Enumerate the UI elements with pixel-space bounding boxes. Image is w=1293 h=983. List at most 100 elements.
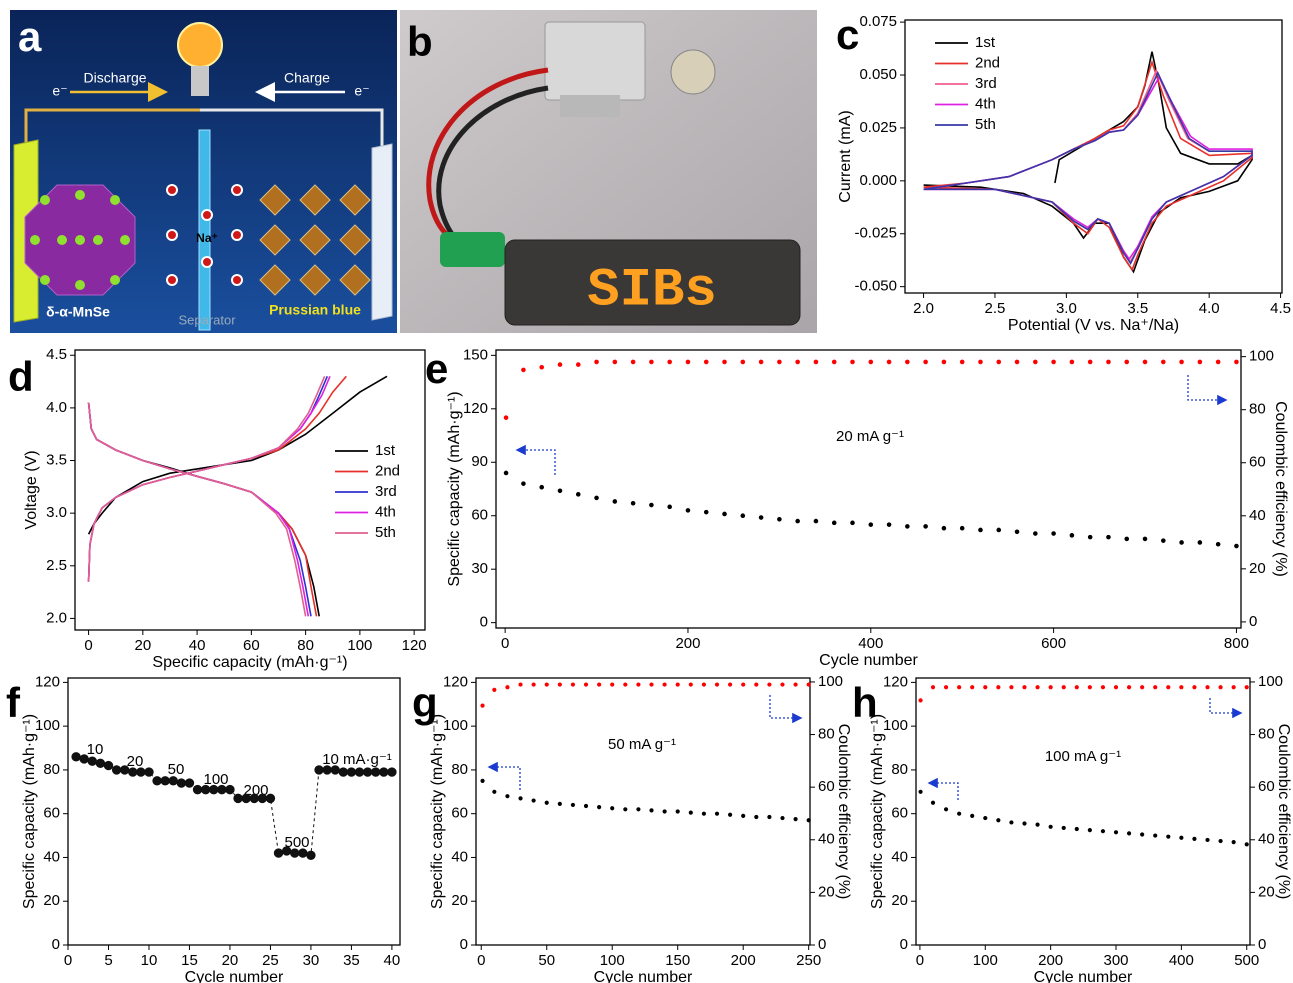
x-axis-label: Specific capacity (mAh·g⁻¹): [152, 654, 347, 671]
anode-label: δ-α-MnSe: [46, 304, 110, 320]
data-point: [957, 811, 962, 816]
data-point: [959, 359, 965, 365]
data-point: [330, 765, 340, 775]
series-line: [87, 375, 331, 617]
x-axis-label: Potential (V vs. Na⁺/Na): [1008, 317, 1179, 334]
x-tick-label: 10: [141, 952, 158, 969]
data-point: [754, 814, 759, 820]
data-point: [1161, 359, 1166, 365]
data-point: [722, 511, 727, 517]
y-tick-label: 4.5: [46, 346, 67, 363]
x-tick-label: 200: [1038, 952, 1063, 969]
series-line: [923, 59, 1253, 272]
data-point: [701, 682, 707, 687]
data-point: [119, 765, 130, 775]
data-point: [503, 415, 509, 420]
data-point: [714, 682, 720, 687]
y-tick-label: 60: [891, 805, 908, 822]
data-point: [79, 754, 89, 764]
y-tick-label: 60: [43, 805, 60, 822]
data-point: [612, 499, 618, 504]
electron-label: e⁻: [354, 83, 369, 99]
annotation: 10: [87, 741, 104, 758]
data-point: [575, 492, 581, 497]
y-tick-label: 0.050: [859, 66, 897, 83]
y2-axis-label: Coulombic efficiency (%): [1272, 401, 1289, 577]
data-point: [594, 495, 599, 501]
data-point: [597, 682, 602, 687]
data-point: [688, 810, 693, 815]
data-point: [1061, 825, 1066, 831]
data-point: [594, 359, 599, 365]
data-point: [1014, 529, 1020, 535]
discharge-label: Discharge: [83, 70, 146, 86]
data-point: [1106, 534, 1111, 540]
x-tick-label: 0: [84, 637, 92, 654]
wire: [24, 108, 200, 145]
y2-tick-label: 0: [1258, 936, 1266, 953]
atoms: [30, 190, 130, 290]
y-tick-label: 2.0: [46, 609, 67, 626]
data-point: [1014, 359, 1020, 365]
data-point: [1142, 536, 1148, 542]
panel-label: h: [852, 679, 878, 726]
data-point: [249, 793, 259, 804]
data-point: [831, 359, 837, 365]
data-point: [1048, 685, 1053, 690]
data-point: [1153, 833, 1158, 838]
data-point: [290, 848, 300, 858]
y-axis-label: Current (mA): [837, 110, 854, 202]
legend-label: 2nd: [975, 54, 1000, 71]
data-point: [930, 685, 936, 690]
y-tick-label: 120: [463, 400, 488, 417]
y-tick-label: 0.025: [859, 119, 897, 136]
x-tick-label: 300: [1103, 952, 1128, 969]
panel-label: g: [412, 679, 438, 726]
data-point: [722, 359, 727, 365]
y-tick-label: 0: [52, 936, 60, 953]
data-point: [623, 807, 628, 812]
y-tick-label: 3.0: [46, 504, 67, 521]
data-point: [597, 805, 602, 810]
data-point: [1234, 543, 1239, 549]
data-point: [793, 817, 798, 822]
data-point: [905, 524, 910, 529]
y2-tick-label: 60: [1249, 454, 1266, 471]
x-tick-label: 15: [181, 952, 198, 969]
y2-tick-label: 20: [1249, 560, 1266, 577]
y-axis-label: Specific capacity (mAh·g⁻¹): [869, 714, 886, 909]
data-point: [1051, 359, 1056, 365]
data-point: [795, 359, 800, 365]
data-point: [957, 685, 962, 690]
y2-tick-label: 20: [818, 883, 835, 900]
led-display: [504, 239, 801, 326]
data-point: [943, 807, 949, 812]
coin-cell: [670, 49, 716, 95]
data-point: [1218, 838, 1223, 844]
x-tick-label: 120: [402, 637, 427, 654]
data-point: [649, 502, 654, 508]
panel-label: b: [407, 18, 433, 65]
data-point: [265, 793, 276, 804]
series-line: [87, 375, 329, 617]
data-point: [1140, 832, 1145, 837]
legend-label: 2nd: [375, 462, 400, 479]
annotation: 500: [284, 834, 309, 851]
data-point: [539, 364, 545, 370]
data-point: [531, 798, 536, 803]
data-point: [152, 776, 162, 786]
legend-label: 3rd: [975, 75, 997, 92]
data-point: [314, 765, 324, 775]
data-point: [583, 803, 589, 809]
data-point: [630, 500, 636, 506]
y-tick-label: 0: [480, 614, 488, 631]
y-tick-label: 4.0: [46, 399, 67, 416]
x-tick-label: 100: [973, 952, 998, 969]
data-point: [1142, 359, 1148, 365]
data-point: [200, 784, 211, 795]
legend-label: 4th: [975, 95, 996, 112]
data-point: [1113, 685, 1119, 690]
data-point: [728, 812, 733, 817]
x-tick-label: 30: [303, 952, 320, 969]
y-tick-label: 40: [891, 848, 908, 865]
